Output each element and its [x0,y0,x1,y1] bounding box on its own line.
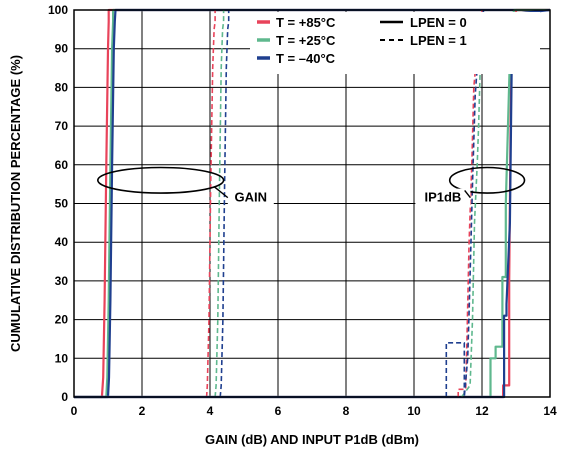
legend-color-label: T = –40°C [276,51,336,66]
annotation-label-bg [415,188,471,205]
legend-color-label: T = +25°C [276,33,336,48]
x-tick-label: 0 [71,404,78,418]
y-tick-label: 20 [55,313,69,327]
x-tick-label: 8 [343,404,350,418]
y-tick-label: 90 [55,42,69,56]
y-tick-label: 30 [55,274,69,288]
legend-style-label: LPEN = 0 [410,15,467,30]
y-tick-label: 70 [55,119,69,133]
x-tick-label: 2 [139,404,146,418]
y-tick-label: 50 [55,197,69,211]
tick-labels: 0 2 4 6 8 10 12 14 0 10 20 30 40 50 60 70 80 90 100 [48,3,557,418]
annotation-label: GAIN [235,190,268,205]
annotations: GAIN IP1dB [96,166,526,205]
y-tick-label: 40 [55,235,69,249]
y-tick-label: 10 [55,351,69,365]
series-line [460,9,485,398]
y-tick-label: 100 [48,3,68,17]
x-tick-label: 10 [407,404,421,418]
legend: T = +85°C T = +25°C T = –40°C LPEN = 0 LPEN … [250,12,540,74]
x-tick-label: 4 [207,404,214,418]
annotation-label: IP1dB [424,190,461,205]
series-line [74,8,550,399]
series-line [74,8,550,399]
annotation-label-bg [227,188,274,205]
plot-frame [73,9,551,398]
annotation-leader [213,186,229,199]
annotation-leader [464,190,471,199]
x-tick-label: 14 [543,404,557,418]
x-axis-title: GAIN (dB) AND INPUT P1dB (dBm) [205,432,419,447]
y-tick-label: 80 [55,80,69,94]
y-axis-title: CUMULATIVE DISTRIBUTION PERCENTAGE (%) [8,55,23,352]
series-line [74,8,550,399]
annotation-ellipse [448,166,526,194]
y-tick-label: 0 [61,390,68,404]
legend-color-label: T = +85°C [276,15,336,30]
x-tick-label: 12 [475,404,489,418]
legend-style-label: LPEN = 1 [410,33,467,48]
y-tick-label: 60 [55,158,69,172]
series-line [445,9,485,398]
x-tick-label: 6 [275,404,282,418]
annotation-ellipse [96,166,225,194]
